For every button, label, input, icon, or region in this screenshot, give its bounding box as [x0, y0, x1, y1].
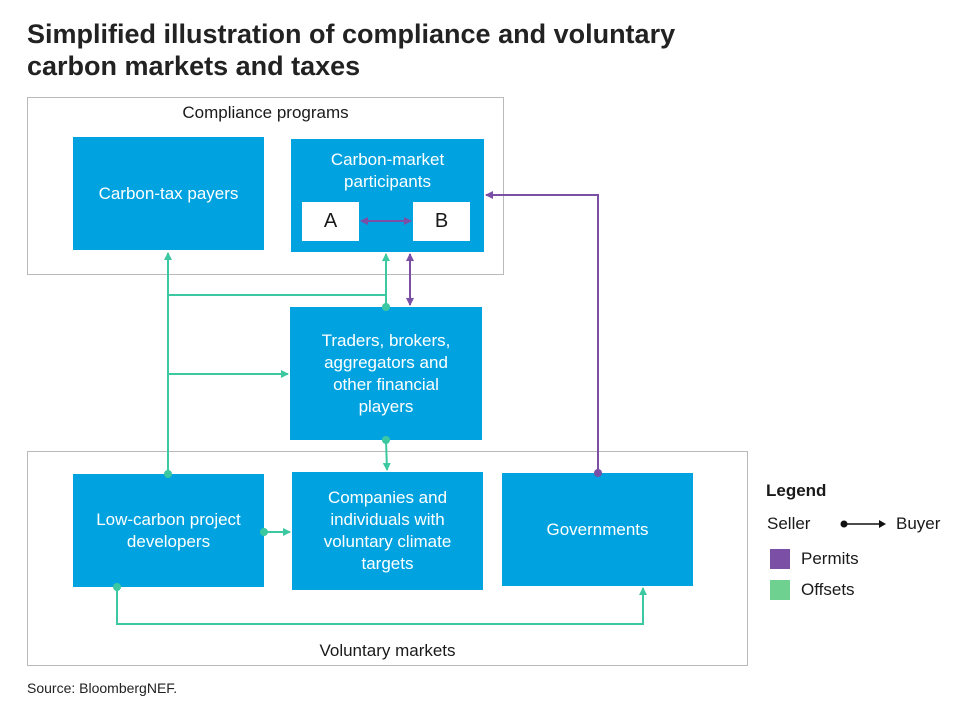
governments-node: Governments — [502, 473, 693, 586]
voluntary-companies-label: Companies and individuals with voluntary… — [323, 488, 452, 573]
compliance-programs-label: Compliance programs — [182, 103, 349, 122]
legend-seller-buyer-arrow — [840, 520, 886, 528]
legend-seller-label: Seller — [767, 514, 811, 533]
source-note: Source: BloombergNEF. — [27, 680, 178, 696]
participant-a-box: A — [302, 202, 359, 241]
legend-offsets-swatch — [770, 580, 790, 600]
legend-permits-swatch — [770, 549, 790, 569]
legend-buyer-label: Buyer — [896, 514, 941, 533]
traders-brokers-label: Traders, brokers, aggregators and other … — [321, 330, 451, 416]
compliance-programs-region — [27, 97, 504, 275]
low-carbon-developers-label: Low-carbon project developers — [96, 509, 241, 551]
voluntary-markets-label: Voluntary markets — [319, 641, 456, 660]
traders-brokers-node: Traders, brokers, aggregators and other … — [290, 307, 482, 440]
title-line-1: Simplified illustration of compliance an… — [27, 19, 676, 49]
governments-label: Governments — [546, 519, 649, 539]
carbon-tax-payers-node: Carbon-tax payers — [73, 137, 264, 250]
legend-offsets-label: Offsets — [801, 580, 855, 599]
participant-b-box: B — [413, 202, 470, 241]
legend-permits-label: Permits — [801, 549, 859, 568]
legend-title: Legend — [766, 481, 827, 500]
low-carbon-developers-node: Low-carbon project developers — [73, 474, 264, 587]
title-line-2: carbon markets and taxes — [27, 51, 361, 81]
voluntary-companies-node: Companies and individuals with voluntary… — [292, 472, 483, 590]
diagram-title: Simplified illustration of compliance an… — [27, 18, 747, 82]
carbon-market-participants-label: Carbon-market participants — [330, 150, 445, 191]
carbon-tax-payers-label: Carbon-tax payers — [98, 183, 239, 203]
